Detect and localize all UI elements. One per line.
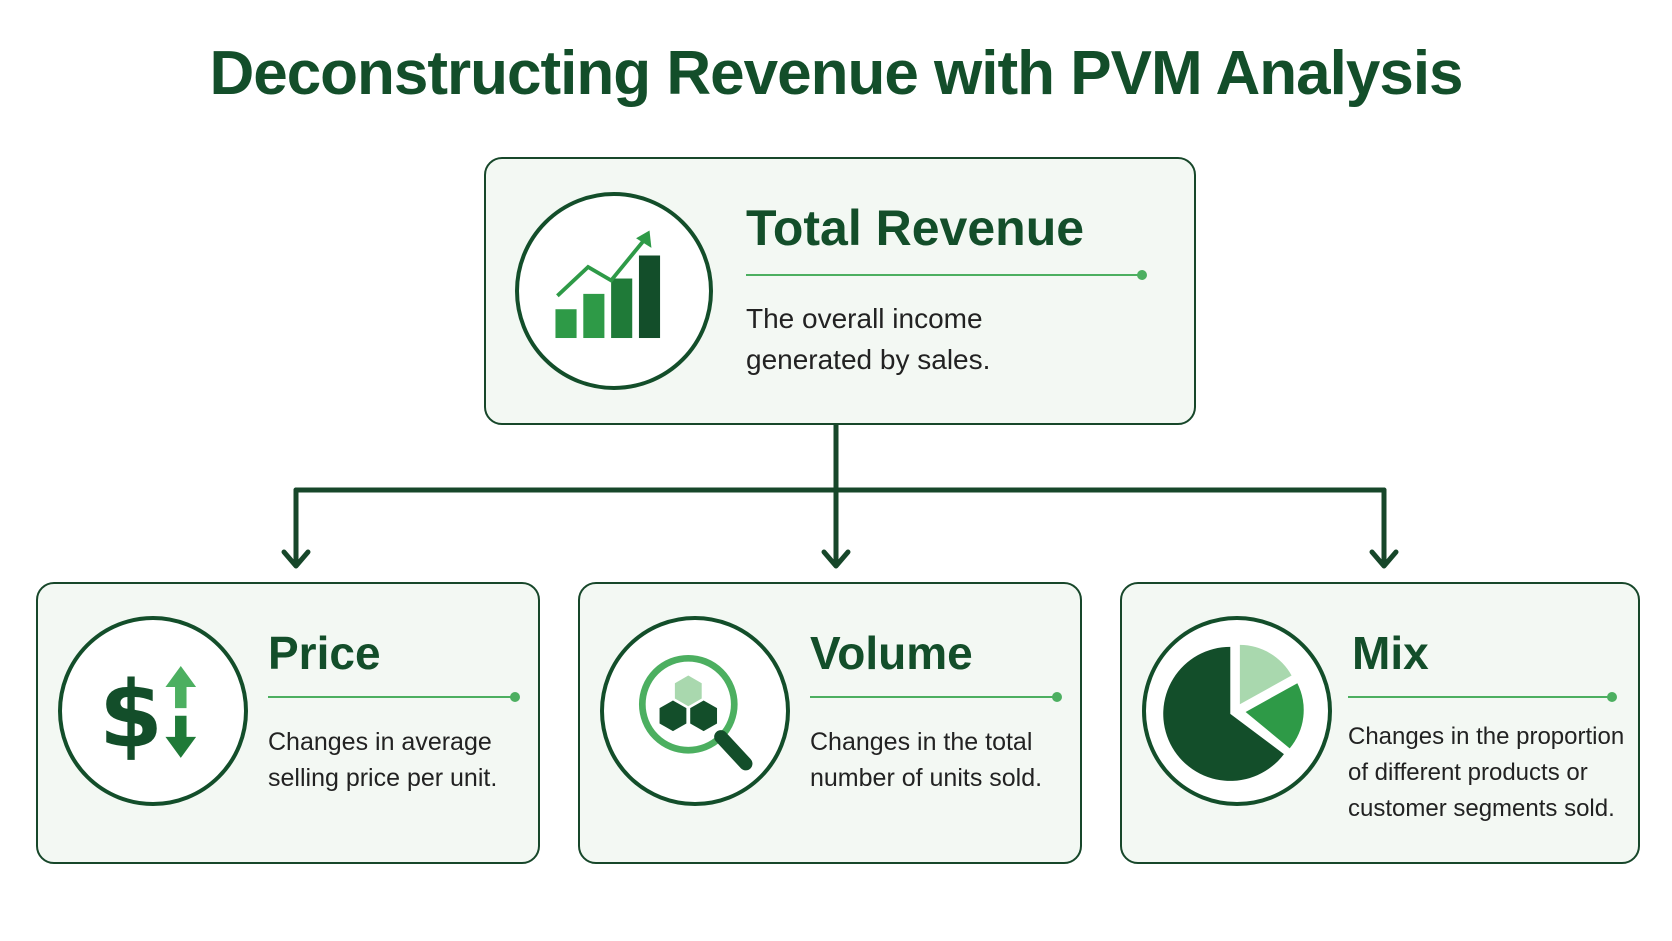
svg-text:$: $ — [99, 661, 163, 768]
arrow-head-volume — [821, 549, 851, 569]
total-revenue-description: The overall income generated by sales. — [746, 303, 991, 375]
mix-divider — [1348, 692, 1617, 702]
volume-title: Volume — [810, 627, 973, 679]
volume-divider — [810, 692, 1062, 702]
price-title: Price — [268, 627, 381, 679]
mix-description: Changes in the proportion of different p… — [1348, 723, 1625, 822]
total-revenue-card: Total Revenue The overall income generat… — [484, 157, 1196, 425]
price-description: Changes in average selling price per uni… — [268, 728, 498, 793]
mix-title: Mix — [1352, 627, 1429, 679]
price-divider — [268, 692, 520, 702]
arrow-head-mix — [1369, 549, 1399, 569]
price-card: $ Price Changes in average selling price… — [36, 582, 540, 864]
mix-card: Mix Changes in the proportion of differe… — [1120, 582, 1640, 864]
bar-chart-growth-icon — [515, 192, 713, 390]
volume-card: Volume Changes in the total number of un… — [578, 582, 1082, 864]
pie-chart-icon — [1142, 616, 1332, 806]
volume-description: Changes in the total number of units sol… — [810, 728, 1043, 793]
page-title: Deconstructing Revenue with PVM Analysis — [209, 39, 1463, 108]
arrow-head-price — [281, 549, 311, 569]
dollar-arrows-icon: $ — [58, 616, 248, 806]
total-revenue-divider — [746, 270, 1147, 280]
total-revenue-title: Total Revenue — [746, 200, 1085, 256]
magnifier-boxes-icon — [600, 616, 790, 806]
